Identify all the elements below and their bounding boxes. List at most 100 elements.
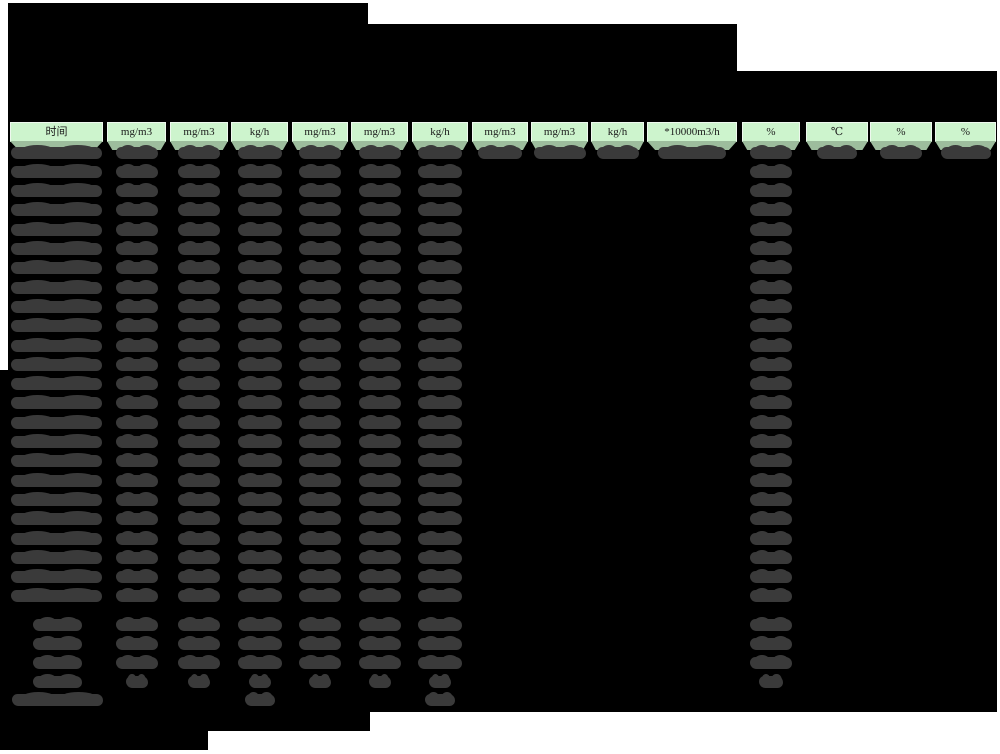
redacted-value (237, 183, 282, 198)
redacted-value (178, 318, 220, 333)
redacted-timestamp (11, 549, 102, 564)
redacted-value (358, 241, 401, 255)
header-underlay-10 (591, 141, 644, 150)
redacted-value (299, 202, 341, 217)
redacted-value (817, 144, 857, 159)
redacted-value (237, 318, 282, 333)
header-underlay-2 (107, 141, 166, 150)
redacted-value (299, 472, 341, 487)
redacted-value (115, 356, 158, 371)
redacted-value (178, 183, 220, 198)
redacted-value (299, 414, 341, 429)
redacted-title-line-2 (8, 24, 737, 71)
redacted-value (178, 655, 220, 669)
redacted-value (115, 588, 158, 603)
redacted-value (533, 144, 586, 159)
redacted-value (178, 434, 220, 448)
redacted-value (299, 163, 341, 178)
redacted-value (596, 144, 639, 159)
redacted-timestamp (11, 472, 102, 487)
redacted-value (358, 569, 401, 584)
redacted-value (115, 337, 158, 352)
redacted-value (237, 337, 282, 352)
redacted-value (358, 144, 401, 159)
redacted-value (358, 617, 401, 631)
redacted-value (237, 453, 282, 468)
redacted-value (358, 221, 401, 236)
redacted-value (750, 241, 792, 255)
redacted-value (358, 636, 401, 650)
redacted-timestamp (11, 241, 102, 255)
redacted-value (940, 144, 991, 159)
redacted-value (750, 376, 792, 391)
header-cell-14: % (870, 122, 932, 142)
redacted-timestamp (11, 260, 102, 275)
redacted-timestamp (11, 356, 102, 371)
redacted-value (299, 356, 341, 371)
redacted-value (750, 337, 792, 352)
redacted-value (237, 617, 282, 631)
redacted-value (178, 395, 220, 410)
redacted-value (750, 183, 792, 198)
redacted-bottom-center-block (208, 712, 370, 731)
redacted-value (178, 202, 220, 217)
redacted-timestamp (11, 183, 102, 198)
redacted-value (115, 617, 158, 631)
redacted-value (299, 183, 341, 198)
redacted-value (299, 511, 341, 526)
redacted-value (115, 241, 158, 255)
redacted-value (750, 144, 792, 159)
redacted-value (750, 356, 792, 371)
redacted-value (418, 395, 462, 410)
redacted-timestamp (11, 569, 102, 584)
redacted-value (418, 241, 462, 255)
redacted-value (178, 588, 220, 603)
redacted-value (299, 588, 341, 603)
redacted-value (750, 588, 792, 603)
redacted-value (299, 530, 341, 545)
redacted-value (299, 221, 341, 236)
header-underlay-11 (647, 141, 737, 150)
redacted-value (237, 356, 282, 371)
redacted-value (299, 241, 341, 255)
redacted-value (299, 260, 341, 275)
header-cell-3: mg/m3 (170, 122, 228, 142)
redacted-value (178, 549, 220, 564)
redacted-timestamp (11, 434, 102, 448)
header-underlay-7 (412, 141, 468, 150)
redacted-value (248, 674, 271, 688)
header-cell-15: % (935, 122, 996, 142)
header-underlay-6 (351, 141, 408, 150)
header-cell-9: mg/m3 (531, 122, 588, 142)
redacted-value (115, 202, 158, 217)
header-cell-4: kg/h (231, 122, 288, 142)
redacted-value (418, 472, 462, 487)
redacted-value (750, 163, 792, 178)
redacted-value (115, 414, 158, 429)
redacted-value (418, 221, 462, 236)
redacted-value (750, 221, 792, 236)
redacted-value (418, 356, 462, 371)
redacted-value (178, 636, 220, 650)
redacted-value (750, 530, 792, 545)
redacted-timestamp (11, 221, 102, 236)
redacted-value (237, 163, 282, 178)
redacted-value (418, 183, 462, 198)
redacted-value (299, 337, 341, 352)
redacted-value (237, 144, 282, 159)
redacted-timestamp (11, 337, 102, 352)
redacted-value (178, 260, 220, 275)
redacted-timestamp (11, 588, 102, 603)
redacted-value (750, 636, 792, 650)
redacted-value (418, 434, 462, 448)
redacted-value (237, 376, 282, 391)
redacted-value (358, 260, 401, 275)
redacted-value (750, 260, 792, 275)
redacted-value (358, 655, 401, 669)
redacted-row-label (12, 692, 103, 706)
redacted-row-label (33, 655, 82, 669)
header-underlay-1 (10, 141, 103, 150)
redacted-value (358, 472, 401, 487)
redacted-value (418, 588, 462, 603)
